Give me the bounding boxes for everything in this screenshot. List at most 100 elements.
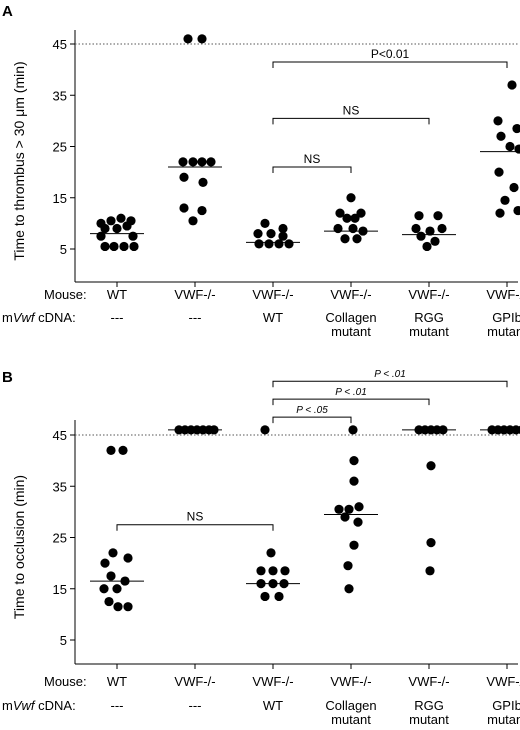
data-point [113,602,123,612]
data-point [437,223,447,234]
data-point [495,208,505,218]
significance-label: NS [187,510,204,524]
data-point [278,231,288,241]
data-point [100,558,110,568]
data-point [123,553,133,563]
data-point [253,229,263,239]
category-mouse-label: VWF-/- [330,287,371,302]
data-point [416,231,426,241]
category-cdna-label: GPIb [492,310,520,325]
panel-letter: B [2,369,13,386]
data-point [494,167,504,177]
category-cdna-label: mutant [409,324,449,339]
data-point [100,223,110,234]
significance-bracket [272,380,508,388]
category-cdna-label: WT [263,698,283,713]
category-mouse-label: VWF-/- [174,287,215,302]
data-point [178,157,188,167]
panel-letter: A [2,3,13,20]
data-point [260,425,270,435]
data-point [206,157,216,167]
y-tick-label: 45 [53,428,67,443]
data-point [344,504,354,514]
data-point [340,512,350,522]
significance-label: NS [343,103,360,117]
data-point [198,177,208,187]
category-mouse-label: VWF-/- [174,674,215,689]
data-point [188,216,198,226]
data-point [256,579,266,589]
data-point [106,216,116,226]
data-point [266,548,276,558]
data-point [422,241,432,252]
data-point [264,239,274,249]
category-cdna-label: --- [111,310,124,325]
data-point [123,602,133,612]
category-mouse-label: VWF-/- [408,674,449,689]
data-point [500,195,510,205]
data-point [179,203,189,213]
row-label-cdna: mVwf cDNA: [2,698,76,713]
data-point [509,182,519,193]
category-mouse-label: VWF-/- [252,674,293,689]
data-point [426,538,436,548]
data-point [120,576,130,586]
significance-bracket [272,166,352,173]
y-tick-label: 5 [60,633,67,648]
category-mouse-label: VWF-/- [408,287,449,302]
significance-label: NS [304,152,321,166]
category-cdna-label: mutant [331,324,371,339]
y-tick-label: 35 [53,479,67,494]
category-mouse-label: VWF-/- [330,674,371,689]
data-point [335,208,345,218]
category-cdna-label: --- [189,698,202,713]
data-point [350,213,360,223]
category-mouse-label: VWF-/- [486,287,520,302]
y-tick-label: 35 [53,88,67,103]
significance-bracket [272,416,352,424]
data-point [104,596,114,607]
category-mouse-label: WT [107,287,127,302]
data-point [348,425,358,435]
category-mouse-label: VWF-/- [252,287,293,302]
category-cdna-label: mutant [409,712,449,727]
data-point [349,540,359,550]
data-point [333,223,343,234]
data-point [425,566,435,576]
row-label-mouse: Mouse: [44,287,87,302]
y-tick-label: 25 [53,531,67,546]
data-point [358,226,368,236]
data-point [106,571,116,581]
data-point [112,223,122,234]
data-point [340,234,350,244]
data-point [511,425,520,435]
data-point [343,561,353,571]
data-point [513,205,520,216]
data-point [129,241,139,252]
category-cdna-label: RGG [414,698,444,713]
y-tick-label: 45 [53,37,67,52]
data-point [438,425,448,435]
data-point [260,218,270,228]
category-cdna-label: mutant [331,712,371,727]
data-point [411,223,421,234]
data-point [505,141,515,152]
data-point [112,584,122,594]
data-point [197,34,207,44]
data-point [183,34,193,44]
category-mouse-label: WT [107,674,127,689]
data-point [344,584,354,594]
data-point [284,239,294,249]
category-cdna-label: --- [189,310,202,325]
data-point [274,591,284,602]
data-point [352,234,362,244]
data-point [349,476,359,486]
y-tick-label: 5 [60,242,67,257]
row-label-mouse: Mouse: [44,674,87,689]
data-point [433,211,443,221]
y-tick-label: 15 [53,582,67,597]
data-point [266,229,276,239]
significance-label: P < .01 [374,369,406,380]
data-point [356,208,366,218]
data-point [279,579,289,589]
